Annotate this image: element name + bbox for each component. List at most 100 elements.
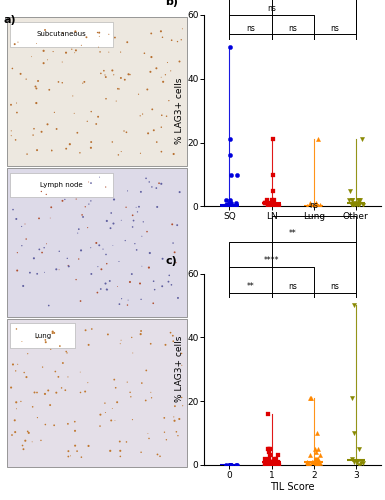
Point — [65, 447, 72, 455]
Point — [349, 201, 355, 209]
Point — [270, 458, 276, 466]
Text: **: ** — [247, 282, 254, 291]
Point — [264, 196, 270, 204]
Point — [356, 201, 362, 209]
Point — [275, 452, 281, 460]
Point — [34, 146, 40, 154]
Point — [127, 278, 133, 286]
Point — [309, 458, 315, 466]
Point — [313, 429, 320, 437]
Point — [262, 461, 268, 469]
Point — [145, 130, 151, 138]
Point — [270, 202, 276, 210]
Point — [33, 84, 40, 92]
Point — [45, 56, 51, 64]
Point — [66, 262, 72, 270]
Point — [97, 173, 103, 181]
Point — [110, 71, 117, 79]
Point — [65, 373, 71, 381]
Point — [166, 96, 172, 104]
Point — [105, 286, 111, 294]
Point — [102, 408, 109, 416]
Point — [159, 282, 165, 290]
Point — [46, 302, 52, 310]
Point — [94, 28, 100, 36]
Point — [42, 336, 49, 344]
Point — [144, 86, 151, 94]
Point — [52, 368, 59, 376]
Point — [116, 85, 122, 93]
Point — [50, 48, 56, 56]
Point — [22, 220, 28, 228]
Point — [82, 388, 88, 396]
Point — [97, 48, 103, 56]
Point — [173, 258, 179, 266]
Point — [124, 187, 131, 195]
Point — [117, 340, 123, 347]
Point — [42, 420, 49, 428]
Point — [36, 246, 42, 254]
Point — [64, 254, 70, 262]
Point — [104, 286, 110, 294]
Point — [89, 325, 95, 333]
Point — [180, 402, 186, 409]
Point — [315, 202, 321, 210]
Point — [86, 200, 92, 208]
Point — [141, 50, 147, 58]
Point — [56, 248, 62, 256]
Point — [315, 202, 321, 210]
Point — [38, 436, 44, 444]
Point — [54, 125, 60, 133]
Point — [118, 74, 124, 82]
Point — [60, 359, 66, 367]
Point — [137, 280, 143, 287]
Point — [117, 48, 124, 56]
Point — [88, 108, 94, 116]
Point — [12, 416, 18, 424]
Point — [358, 460, 364, 468]
Point — [118, 148, 124, 156]
Point — [166, 278, 172, 285]
Y-axis label: % LAG3+ cells: % LAG3+ cells — [175, 78, 184, 144]
Point — [261, 454, 268, 462]
Point — [271, 196, 277, 204]
Point — [46, 86, 52, 94]
Point — [24, 150, 30, 158]
Point — [48, 204, 54, 212]
Point — [273, 454, 279, 462]
Point — [276, 461, 282, 469]
Point — [176, 415, 182, 423]
Point — [103, 250, 109, 258]
Point — [314, 461, 320, 469]
Point — [60, 29, 66, 37]
Point — [42, 26, 48, 34]
Point — [42, 268, 48, 276]
Point — [107, 447, 113, 455]
Point — [359, 136, 365, 143]
Point — [169, 36, 175, 44]
Point — [34, 388, 40, 396]
Point — [71, 110, 77, 118]
Point — [225, 202, 231, 210]
Point — [104, 217, 110, 225]
Point — [139, 110, 146, 118]
Point — [148, 30, 154, 38]
Point — [268, 458, 274, 466]
Point — [138, 448, 144, 456]
Point — [55, 373, 62, 381]
Point — [223, 196, 229, 204]
Text: ns: ns — [330, 282, 339, 291]
Point — [82, 326, 89, 334]
Point — [170, 239, 176, 247]
Point — [32, 82, 38, 90]
Point — [13, 367, 19, 375]
Point — [226, 461, 233, 469]
Point — [31, 254, 37, 262]
Point — [360, 460, 367, 468]
Point — [9, 431, 15, 439]
Point — [270, 458, 276, 466]
Point — [77, 368, 83, 376]
Point — [13, 325, 20, 333]
Point — [360, 201, 367, 209]
Point — [179, 25, 186, 33]
